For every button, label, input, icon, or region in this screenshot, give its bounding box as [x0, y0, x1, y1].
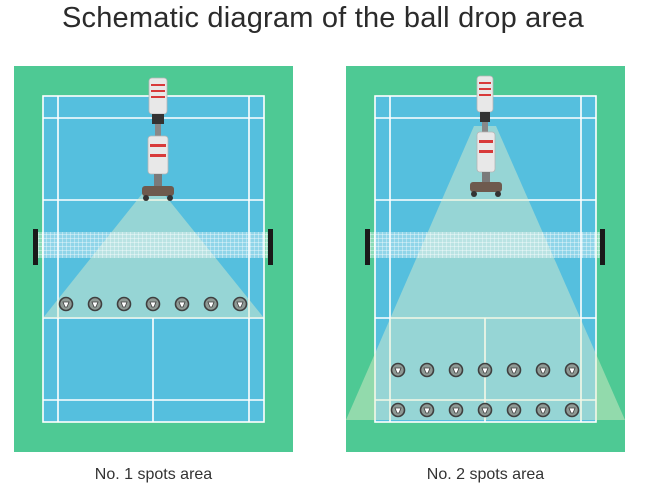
spot-row-1 — [390, 362, 580, 378]
shuttlecock-spot-icon — [448, 402, 464, 418]
badminton-net-icon — [365, 229, 605, 265]
shuttlecock-spot-icon — [116, 296, 132, 312]
shuttlecock-spot-icon — [564, 362, 580, 378]
shuttlecock-spot-icon — [87, 296, 103, 312]
shuttlecock-spot-icon — [232, 296, 248, 312]
ball-drop-cone — [346, 126, 625, 420]
shuttlecock-spot-icon — [535, 402, 551, 418]
shuttlecock-launcher-machine-icon — [142, 77, 174, 201]
shuttlecock-spot-icon — [419, 362, 435, 378]
page-title: Schematic diagram of the ball drop area — [61, 2, 585, 34]
shuttlecock-spot-icon — [203, 296, 219, 312]
spots-area-1-diagram — [14, 66, 293, 452]
spots-area-2-diagram — [346, 66, 625, 452]
shuttlecock-spot-icon — [390, 402, 406, 418]
shuttlecock-spot-icon — [145, 296, 161, 312]
spot-row-2 — [390, 402, 580, 418]
shuttlecock-spot-icon — [564, 402, 580, 418]
caption-spots-area-2: No. 2 spots area — [426, 466, 545, 483]
shuttlecock-spot-icon — [419, 402, 435, 418]
badminton-net-icon — [33, 229, 273, 265]
court-2-svg — [346, 66, 625, 452]
court-1-svg — [14, 66, 293, 452]
shuttlecock-spot-icon — [535, 362, 551, 378]
shuttlecock-spot-icon — [58, 296, 74, 312]
shuttlecock-spot-icon — [506, 402, 522, 418]
caption-spots-area-1: No. 1 spots area — [94, 466, 213, 483]
shuttlecock-spot-icon — [477, 402, 493, 418]
shuttlecock-spot-icon — [477, 362, 493, 378]
shuttlecock-spot-icon — [174, 296, 190, 312]
spot-row-1 — [58, 296, 248, 312]
shuttlecock-spot-icon — [506, 362, 522, 378]
shuttlecock-launcher-machine-icon — [470, 75, 502, 197]
shuttlecock-spot-icon — [390, 362, 406, 378]
shuttlecock-spot-icon — [448, 362, 464, 378]
